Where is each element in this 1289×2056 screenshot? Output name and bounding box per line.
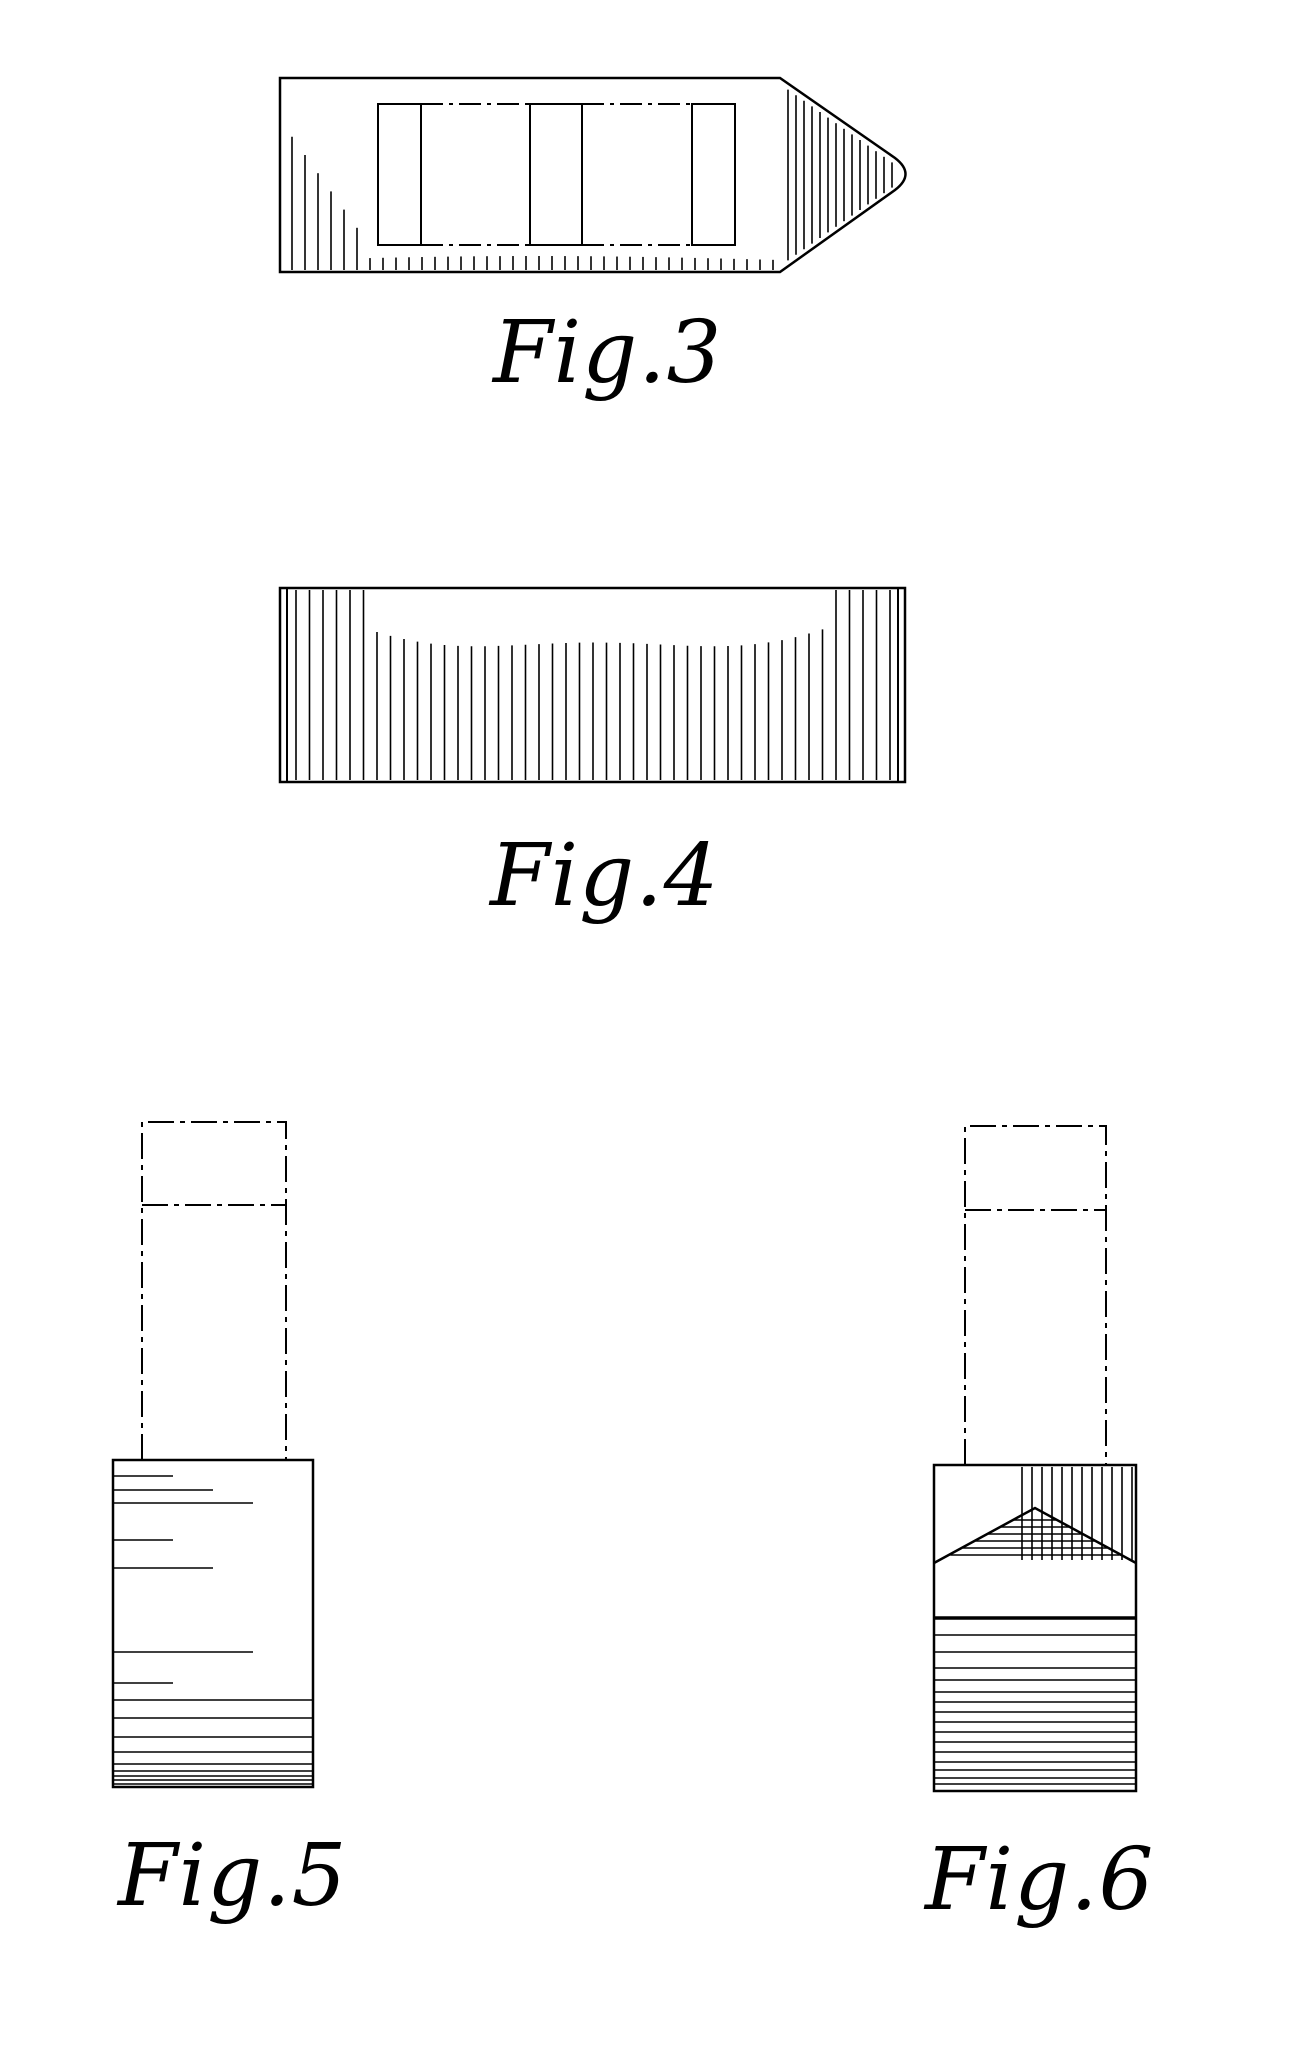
fig6-shading-lines bbox=[934, 1467, 1136, 1784]
fig4-caption: Fig.4 bbox=[490, 833, 719, 919]
fig5-upper-phantom-outline bbox=[142, 1122, 286, 1460]
fig6-drawing bbox=[934, 1126, 1136, 1791]
fig5-drawing bbox=[113, 1122, 313, 1787]
fig3-caption: Fig.3 bbox=[493, 310, 722, 396]
fig6-upper-phantom-outline bbox=[965, 1126, 1106, 1465]
fig5-caption: Fig.5 bbox=[118, 1833, 347, 1919]
fig4-drawing bbox=[280, 588, 905, 782]
fig3-drawing bbox=[280, 78, 906, 272]
fig3-compartment-2 bbox=[530, 104, 582, 245]
fig3-compartments bbox=[378, 104, 735, 245]
fig3-phantom-connectors bbox=[421, 104, 692, 245]
fig3-shading-lines bbox=[292, 90, 892, 270]
fig3-compartment-3 bbox=[692, 104, 735, 245]
fig5-shading-lines bbox=[113, 1476, 313, 1784]
fig5-body bbox=[113, 1460, 313, 1787]
fig4-shading-lines bbox=[296, 590, 890, 780]
fig6-caption: Fig.6 bbox=[925, 1837, 1154, 1923]
fig3-compartment-1 bbox=[378, 104, 421, 245]
